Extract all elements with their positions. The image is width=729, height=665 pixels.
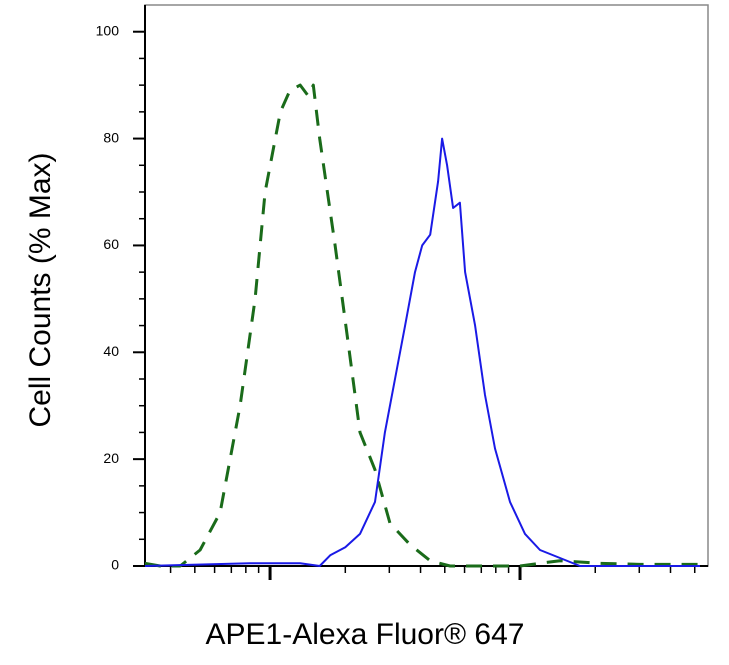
y-axis-title: Cell Counts (% Max) xyxy=(24,152,57,427)
y-tick-label: 40 xyxy=(103,343,119,359)
y-tick-label: 0 xyxy=(111,557,119,573)
y-tick-label: 100 xyxy=(96,22,120,38)
series-line xyxy=(144,137,700,567)
y-tick-label: 80 xyxy=(103,129,119,145)
x-axis-title: APE1-Alexa Fluor® 647 xyxy=(206,618,525,651)
plot-frame xyxy=(144,4,709,567)
series-line xyxy=(144,83,700,568)
y-tick-label: 20 xyxy=(103,450,119,466)
y-tick-label: 60 xyxy=(103,236,119,252)
